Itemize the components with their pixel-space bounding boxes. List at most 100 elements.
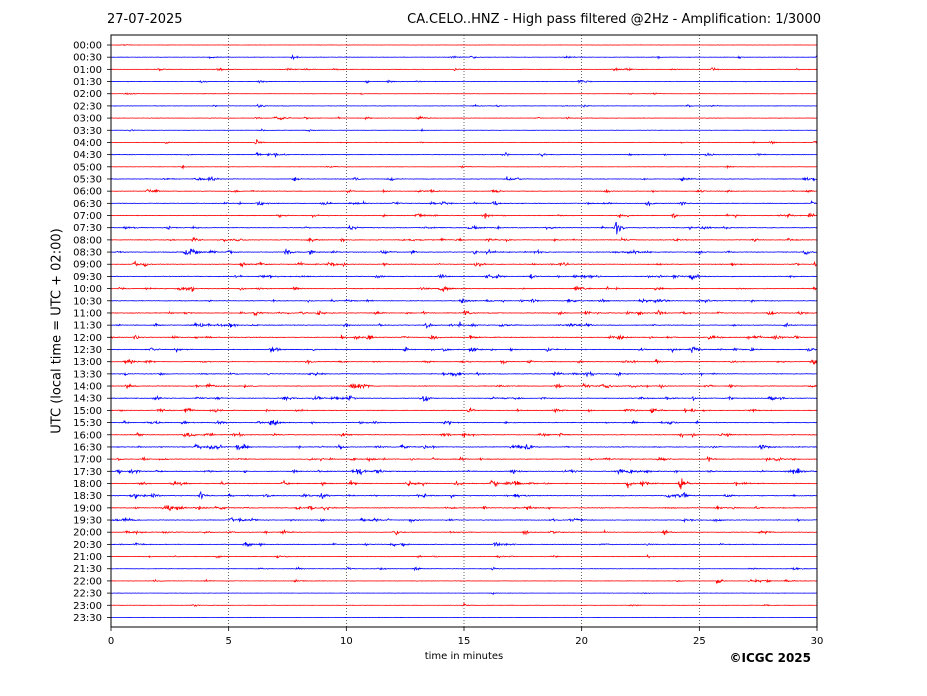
seismic-trace bbox=[110, 468, 818, 476]
y-tick-label: 22:30 bbox=[73, 589, 102, 600]
seismic-trace bbox=[110, 505, 818, 512]
y-tick-label: 02:00 bbox=[73, 89, 102, 100]
seismic-trace bbox=[110, 248, 818, 256]
seismic-trace bbox=[110, 127, 818, 133]
seismic-trace bbox=[110, 151, 818, 158]
y-tick-label: 11:30 bbox=[73, 321, 102, 332]
seismic-trace bbox=[110, 139, 818, 145]
y-tick-label: 12:00 bbox=[73, 333, 102, 344]
plot-date: 27-07-2025 bbox=[107, 12, 183, 27]
y-tick-label: 04:00 bbox=[73, 138, 102, 149]
y-tick-label: 15:00 bbox=[73, 406, 102, 417]
y-tick-label: 20:00 bbox=[73, 528, 102, 539]
seismic-trace bbox=[110, 309, 818, 317]
seismic-trace bbox=[110, 297, 818, 304]
x-tick-label: 30 bbox=[811, 636, 824, 647]
seismic-trace bbox=[110, 566, 818, 572]
seismic-trace bbox=[110, 591, 818, 596]
seismic-trace bbox=[110, 212, 818, 219]
x-tick-label: 20 bbox=[575, 636, 588, 647]
y-tick-label: 14:30 bbox=[73, 394, 102, 405]
x-axis-label: time in minutes bbox=[424, 651, 504, 662]
y-tick-label: 22:00 bbox=[73, 576, 102, 587]
seismic-trace bbox=[110, 236, 818, 243]
y-tick-label: 03:30 bbox=[73, 126, 102, 137]
seismic-trace bbox=[110, 419, 817, 427]
y-tick-label: 07:00 bbox=[73, 211, 102, 222]
y-tick-label: 12:30 bbox=[73, 345, 102, 356]
seismic-trace bbox=[110, 260, 818, 268]
seismic-trace bbox=[110, 273, 818, 281]
seismic-trace bbox=[110, 346, 818, 354]
seismic-trace bbox=[110, 115, 818, 121]
seismic-trace bbox=[110, 553, 818, 559]
seismic-trace bbox=[110, 285, 818, 293]
seismic-trace bbox=[110, 92, 818, 96]
y-tick-label: 00:00 bbox=[73, 41, 102, 52]
y-tick-label: 19:30 bbox=[73, 516, 102, 527]
seismic-trace bbox=[110, 103, 818, 108]
seismic-trace bbox=[110, 221, 818, 235]
y-tick-label: 21:00 bbox=[73, 552, 102, 563]
y-tick-label: 16:30 bbox=[73, 442, 102, 453]
seismic-trace bbox=[110, 490, 818, 500]
seismic-trace bbox=[110, 199, 818, 207]
y-tick-label: 17:00 bbox=[73, 455, 102, 466]
y-tick-label: 05:30 bbox=[73, 174, 102, 185]
seismic-trace bbox=[110, 541, 818, 548]
y-tick-label: 19:00 bbox=[73, 503, 102, 514]
x-tick-label: 25 bbox=[693, 636, 706, 647]
x-tick-label: 5 bbox=[225, 636, 231, 647]
chart-title: CA.CELO..HNZ - High pass filtered @2Hz -… bbox=[407, 12, 821, 27]
seismic-trace bbox=[110, 578, 818, 585]
y-tick-label: 14:00 bbox=[73, 382, 102, 393]
y-tick-label: 13:30 bbox=[73, 369, 102, 380]
seismic-trace bbox=[110, 79, 818, 85]
plot-frame bbox=[110, 34, 818, 628]
seismic-trace bbox=[110, 517, 818, 524]
y-tick-label: 08:30 bbox=[73, 248, 102, 259]
y-tick-label: 11:00 bbox=[73, 308, 102, 319]
x-tick-label: 15 bbox=[458, 636, 471, 647]
y-tick-label: 01:30 bbox=[73, 77, 102, 88]
seismic-trace bbox=[110, 407, 818, 414]
seismic-trace bbox=[110, 456, 818, 463]
y-tick-label: 09:30 bbox=[73, 272, 102, 283]
seismic-trace bbox=[110, 431, 818, 439]
seismic-trace bbox=[110, 443, 818, 451]
seismic-trace bbox=[110, 54, 818, 61]
y-tick-label: 13:00 bbox=[73, 357, 102, 368]
seismic-trace bbox=[110, 601, 818, 607]
y-tick-label: 03:00 bbox=[73, 114, 102, 125]
y-tick-label: 07:30 bbox=[73, 223, 102, 234]
y-tick-label: 18:30 bbox=[73, 491, 102, 502]
x-tick-label: 10 bbox=[340, 636, 353, 647]
y-tick-label: 23:00 bbox=[73, 601, 102, 612]
seismic-trace bbox=[110, 394, 818, 402]
y-tick-label: 16:00 bbox=[73, 430, 102, 441]
seismic-trace bbox=[110, 188, 818, 194]
y-tick-label: 23:30 bbox=[73, 613, 102, 624]
seismic-trace bbox=[110, 176, 818, 182]
y-tick-label: 00:30 bbox=[73, 53, 102, 64]
y-tick-label: 06:00 bbox=[73, 187, 102, 198]
y-tick-label: 04:30 bbox=[73, 150, 102, 161]
y-tick-label: 20:30 bbox=[73, 540, 102, 551]
seismic-trace bbox=[110, 334, 818, 341]
y-tick-label: 17:30 bbox=[73, 467, 102, 478]
y-tick-label: 21:30 bbox=[73, 564, 102, 575]
y-tick-label: 18:00 bbox=[73, 479, 102, 490]
y-tick-label: 02:30 bbox=[73, 101, 102, 112]
x-tick-label: 0 bbox=[108, 636, 114, 647]
seismic-trace bbox=[110, 370, 818, 378]
y-tick-label: 09:00 bbox=[73, 260, 102, 271]
y-tick-label: 15:30 bbox=[73, 418, 102, 429]
seismic-trace bbox=[110, 321, 818, 329]
y-tick-label: 05:00 bbox=[73, 162, 102, 173]
y-tick-label: 10:00 bbox=[73, 284, 102, 295]
y-tick-label: 08:00 bbox=[73, 235, 102, 246]
seismic-trace bbox=[110, 529, 818, 536]
seismic-trace bbox=[110, 478, 818, 490]
y-tick-label: 06:30 bbox=[73, 199, 102, 210]
